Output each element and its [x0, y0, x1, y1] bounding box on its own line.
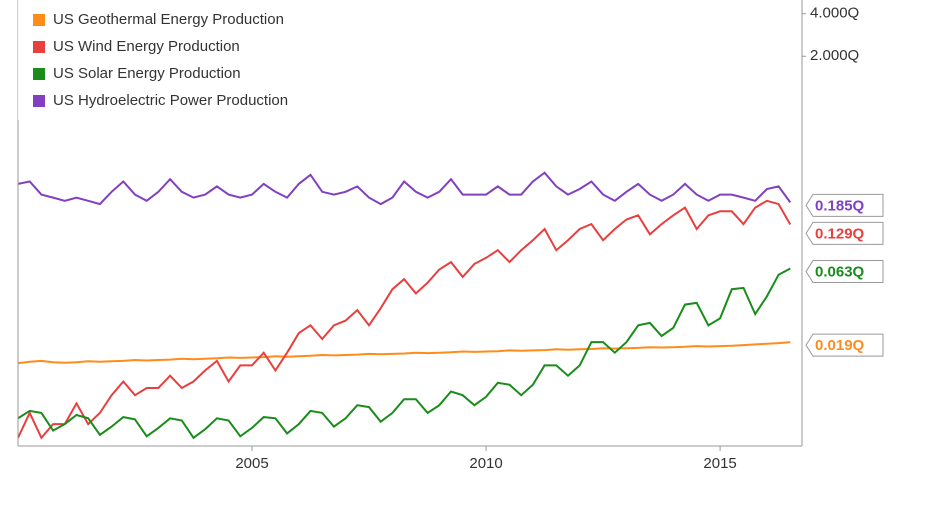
x-tick-label: 2015 [703, 455, 736, 472]
value-label-box [805, 260, 884, 284]
legend-label: US Hydroelectric Power Production [53, 92, 288, 109]
y-tick-label: 2.000Q [810, 47, 859, 64]
value-label: 0.129Q [805, 221, 884, 245]
value-label: 0.185Q [805, 193, 884, 217]
value-label-text: 0.019Q [815, 337, 865, 354]
value-label-box [805, 333, 884, 357]
legend-swatch [33, 95, 45, 107]
series-line [18, 171, 792, 206]
legend-label: US Geothermal Energy Production [53, 11, 284, 28]
legend-label: US Solar Energy Production [53, 65, 241, 82]
legend-swatch [33, 68, 45, 80]
value-label: 0.019Q [805, 333, 884, 357]
x-tick-label: 2010 [469, 455, 502, 472]
value-label-text: 0.129Q [815, 225, 865, 242]
legend-swatch [33, 14, 45, 26]
x-tick-label: 2005 [235, 455, 268, 472]
legend-box [18, 0, 376, 120]
overlay: 2005 2010 2015 2.000Q 4.000Q 0.185Q 0.129Q 0.06… [235, 5, 884, 472]
legend-swatch [33, 41, 45, 53]
value-label-text: 0.063Q [815, 264, 865, 281]
y-tick-label: 4.000Q [810, 5, 859, 22]
value-label: 0.063Q [805, 260, 884, 284]
legend: US Geothermal Energy Production US Wind E… [33, 11, 288, 109]
series-line [18, 341, 791, 365]
series-line [18, 199, 792, 440]
value-label-box [805, 193, 884, 217]
value-label-box [805, 221, 884, 245]
legend-label: US Wind Energy Production [53, 38, 240, 55]
value-label-text: 0.185Q [815, 197, 865, 214]
series-line [18, 267, 791, 440]
plot-area [18, 171, 792, 440]
